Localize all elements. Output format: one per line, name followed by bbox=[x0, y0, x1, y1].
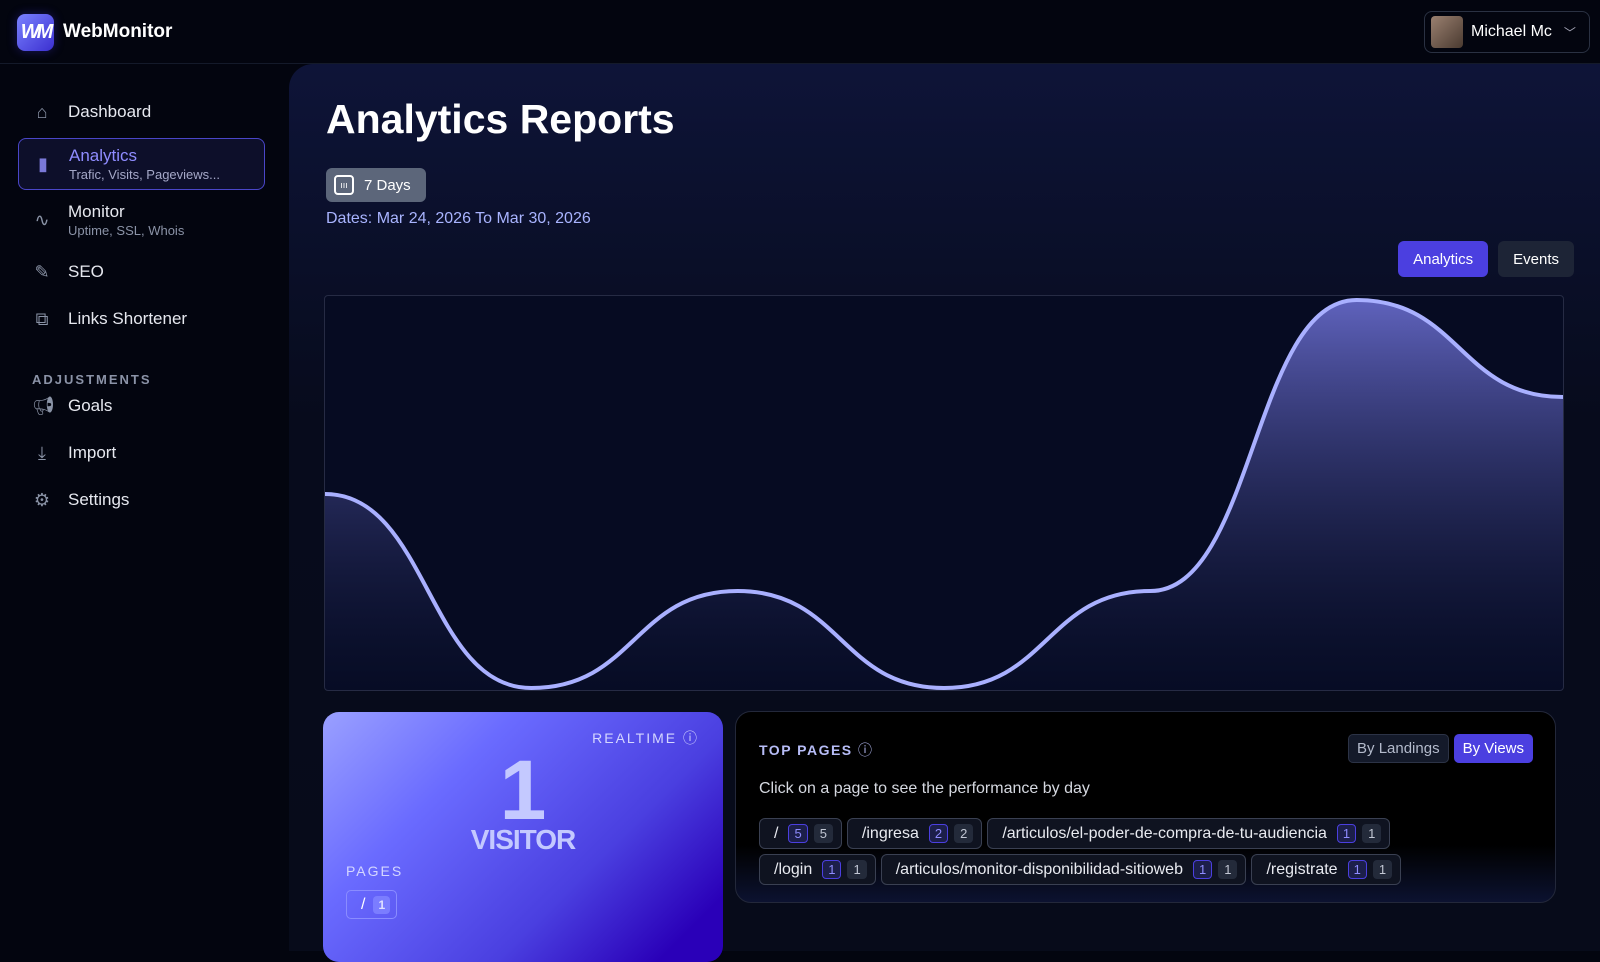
page-landings-count: 1 bbox=[822, 860, 842, 879]
top-bar: WM WebMonitor Michael Mc ﹀ bbox=[0, 0, 1600, 64]
brand-name: WebMonitor bbox=[63, 21, 173, 42]
page-landings-count: 1 bbox=[1192, 860, 1213, 879]
realtime-page-chip[interactable]: /1 bbox=[346, 890, 398, 919]
sidebar: ⌂ Dashboard ▮ Analytics Trafic, Visits, Pag… bbox=[0, 64, 285, 951]
view-tabs: Analytics Events bbox=[1398, 241, 1574, 277]
analytics-chart[interactable] bbox=[324, 295, 1564, 691]
info-icon[interactable]: ⓘ bbox=[683, 730, 699, 746]
page-views-count: 2 bbox=[954, 824, 974, 843]
sidebar-item-dashboard[interactable]: ⌂ Dashboard bbox=[18, 86, 265, 138]
page-title: Analytics Reports bbox=[326, 96, 675, 142]
top-pages-title: TOP PAGES ⓘ bbox=[759, 742, 874, 758]
page-path: /ingresa bbox=[861, 824, 919, 842]
calendar-chart-icon: ııı bbox=[334, 175, 354, 195]
sidebar-item-analytics[interactable]: ▮ Analytics Trafic, Visits, Pageviews... bbox=[18, 138, 265, 190]
page-landings-count: 1 bbox=[1347, 860, 1367, 879]
top-pages-switch: By Landings By Views bbox=[1348, 734, 1533, 763]
main-content: Analytics Reports ııı 7 Days Dates: Mar 2… bbox=[289, 64, 1600, 962]
page-path: /articulos/el-poder-de-compra-de-tu-audi… bbox=[1002, 824, 1327, 842]
sidebar-item-links-shortener[interactable]: ⧉ Links Shortener bbox=[18, 293, 265, 345]
avatar bbox=[1431, 16, 1463, 48]
megaphone-icon: 📢︎ bbox=[32, 395, 55, 416]
top-page-chip[interactable]: /articulos/el-poder-de-compra-de-tu-audi… bbox=[987, 818, 1391, 849]
clipboard-edit-icon: ✎ bbox=[34, 261, 50, 282]
sidebar-item-goals[interactable]: 📢︎ Goals bbox=[32, 395, 113, 416]
top-page-chip[interactable]: /registrate 1 1 bbox=[1251, 854, 1402, 885]
chart-line bbox=[325, 297, 1563, 690]
page-landings-count: 2 bbox=[928, 824, 949, 843]
page-landings-count: 5 bbox=[788, 824, 808, 843]
sliders-icon: ⚙ bbox=[33, 489, 51, 510]
by-views-button[interactable]: By Views bbox=[1453, 734, 1533, 763]
page-views-count: 1 bbox=[1218, 860, 1238, 879]
sidebar-item-settings[interactable]: ⚙ Settings bbox=[33, 489, 130, 510]
info-icon[interactable]: ⓘ bbox=[858, 742, 874, 758]
top-page-chip[interactable]: /articulos/monitor-disponibilidad-sitiow… bbox=[880, 854, 1247, 885]
realtime-count: 1 bbox=[499, 743, 547, 837]
page-views-count: 1 bbox=[847, 860, 867, 879]
sidebar-item-seo[interactable]: ✎ SEO bbox=[18, 246, 265, 298]
page-views-count: 1 bbox=[1362, 824, 1382, 843]
realtime-unit: VISITOR bbox=[470, 824, 577, 855]
chart-area bbox=[325, 300, 1563, 690]
top-pages-list: / 5 5/ingresa 2 2/articulos/el-poder-de-comp… bbox=[759, 818, 1439, 885]
page-path: /login bbox=[774, 860, 813, 878]
page-path: /articulos/monitor-disponibilidad-sitiow… bbox=[895, 860, 1183, 878]
date-range-text: Dates: Mar 24, 2026 To Mar 30, 2026 bbox=[326, 210, 591, 227]
section-heading: ADJUSTMENTS bbox=[32, 372, 152, 387]
user-name: Michael Mc bbox=[1471, 23, 1552, 40]
external-link-icon: ⧉ bbox=[35, 308, 49, 329]
top-pages-hint: Click on a page to see the performance b… bbox=[759, 780, 1090, 797]
chevron-down-icon: ﹀ bbox=[1563, 25, 1576, 40]
bar-chart-icon: ▮ bbox=[38, 153, 48, 174]
top-page-chip[interactable]: / 5 5 bbox=[759, 818, 842, 849]
sidebar-item-import[interactable]: ⤓ Import bbox=[18, 427, 265, 479]
user-menu-button[interactable]: Michael Mc ﹀ bbox=[1424, 11, 1590, 53]
top-page-chip[interactable]: /ingresa 2 2 bbox=[846, 818, 983, 849]
page-path: / bbox=[774, 824, 779, 842]
import-icon: ⤓ bbox=[38, 442, 46, 463]
realtime-label: REALTIME ⓘ bbox=[592, 730, 699, 746]
home-icon: ⌂ bbox=[36, 101, 48, 122]
page-path: /registrate bbox=[1266, 860, 1338, 878]
top-page-chip[interactable]: /login 1 1 bbox=[759, 854, 876, 885]
tab-analytics[interactable]: Analytics bbox=[1398, 241, 1489, 277]
page-views-count: 5 bbox=[813, 824, 833, 843]
pages-label: PAGES bbox=[346, 863, 404, 879]
by-landings-button[interactable]: By Landings bbox=[1348, 734, 1449, 763]
sidebar-item-monitor[interactable]: ∿ Monitor Uptime, SSL, Whois bbox=[18, 194, 265, 246]
page-landings-count: 1 bbox=[1336, 824, 1357, 843]
chart-svg bbox=[325, 297, 1563, 690]
top-pages-card: TOP PAGES ⓘ By Landings By Views Click o… bbox=[735, 711, 1556, 903]
pulse-icon: ∿ bbox=[34, 209, 50, 230]
date-range-button[interactable]: ııı 7 Days bbox=[326, 168, 426, 202]
page-views-count: 1 bbox=[1372, 860, 1393, 879]
webmonitor-logo[interactable]: WM bbox=[17, 14, 54, 51]
realtime-card: REALTIME ⓘ 1 VISITOR PAGES /1 bbox=[323, 712, 723, 962]
tab-events[interactable]: Events bbox=[1498, 241, 1574, 277]
